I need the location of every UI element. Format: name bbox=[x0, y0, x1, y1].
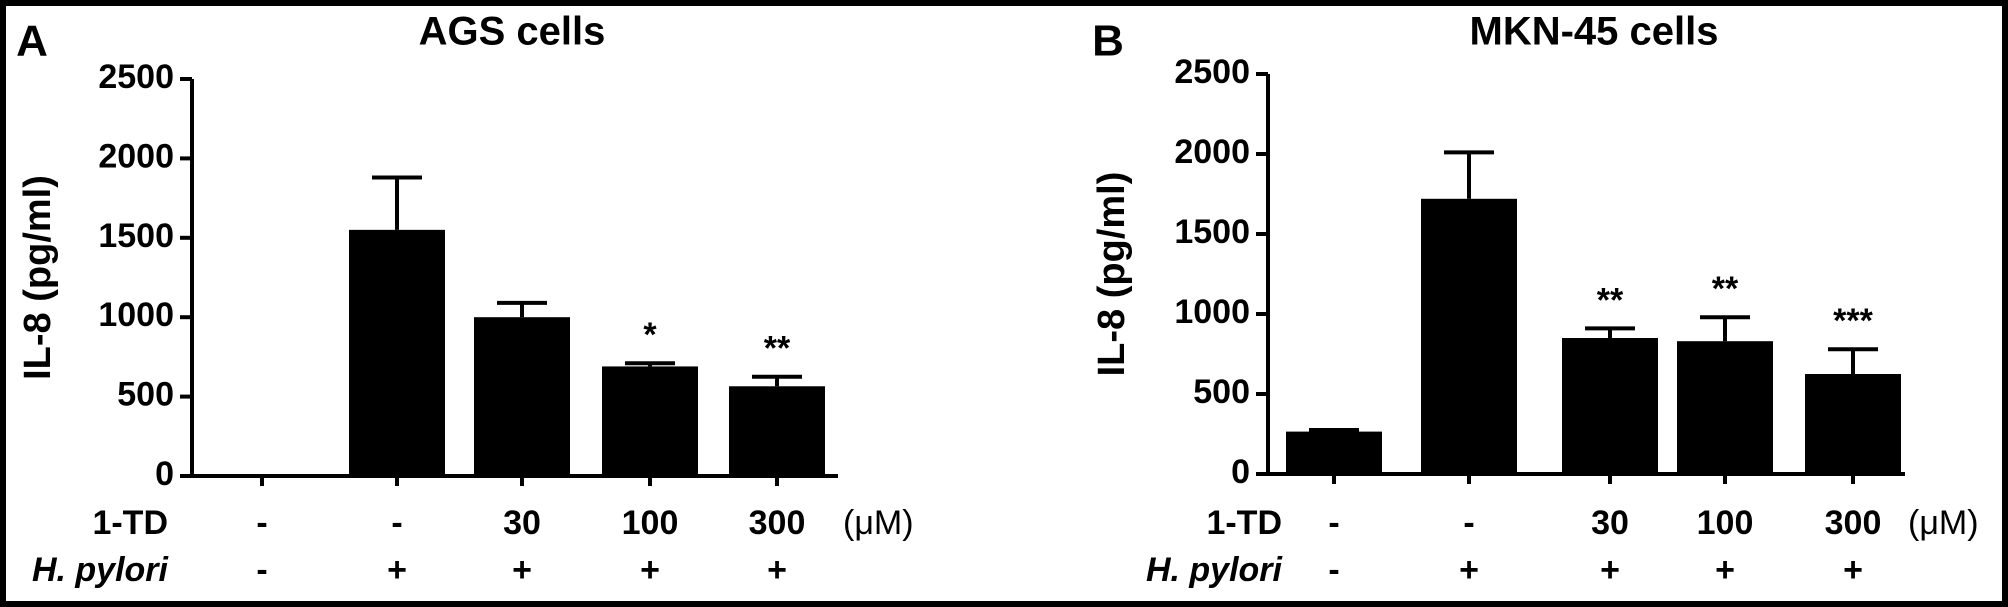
y-tick-label: 2500 bbox=[98, 58, 174, 96]
condition-value: + bbox=[387, 551, 407, 589]
chart-title: MKN-45 cells bbox=[1470, 10, 1719, 54]
condition-label: 1-TD bbox=[92, 504, 168, 542]
condition-value: + bbox=[1600, 551, 1620, 589]
condition-label: 1-TD bbox=[1206, 504, 1282, 542]
y-tick-label: 2000 bbox=[1174, 133, 1250, 171]
condition-value: 30 bbox=[503, 504, 541, 542]
bar bbox=[1677, 341, 1773, 474]
condition-unit: (μM) bbox=[843, 504, 914, 542]
y-tick-label: 1000 bbox=[98, 296, 174, 334]
condition-value: + bbox=[640, 551, 660, 589]
condition-value: + bbox=[1715, 551, 1735, 589]
y-tick-label: 500 bbox=[1193, 373, 1250, 411]
bar bbox=[474, 317, 570, 476]
significance-label: ** bbox=[1712, 270, 1739, 308]
panel-letter: B bbox=[1092, 17, 1124, 66]
condition-value: - bbox=[1328, 504, 1339, 542]
condition-label: H. pylori bbox=[32, 551, 170, 589]
condition-label: H. pylori bbox=[1146, 551, 1284, 589]
y-tick-label: 2500 bbox=[1174, 53, 1250, 91]
bar bbox=[1286, 431, 1382, 474]
bar bbox=[349, 229, 445, 476]
condition-value: - bbox=[256, 551, 267, 589]
condition-value: - bbox=[1463, 504, 1474, 542]
y-tick-label: 1500 bbox=[1174, 213, 1250, 251]
condition-value: 100 bbox=[1697, 504, 1754, 542]
bar bbox=[1421, 198, 1517, 475]
condition-value: + bbox=[1459, 551, 1479, 589]
condition-value: 100 bbox=[622, 504, 679, 542]
condition-value: - bbox=[256, 504, 267, 542]
bar bbox=[729, 386, 825, 476]
condition-value: + bbox=[767, 551, 787, 589]
bar bbox=[602, 366, 698, 476]
condition-value: 30 bbox=[1591, 504, 1629, 542]
y-tick-label: 1500 bbox=[98, 217, 174, 255]
condition-value: - bbox=[1328, 551, 1339, 589]
significance-label: ** bbox=[764, 330, 791, 368]
panel-letter: A bbox=[16, 17, 48, 66]
y-axis-label: IL-8 (pg/ml) bbox=[1091, 172, 1133, 377]
significance-label: * bbox=[643, 316, 657, 354]
condition-value: 300 bbox=[749, 504, 806, 542]
bar bbox=[1805, 374, 1901, 474]
significance-label: ** bbox=[1597, 281, 1624, 319]
condition-unit: (μM) bbox=[1908, 504, 1979, 542]
y-tick-label: 0 bbox=[155, 455, 174, 493]
condition-value: - bbox=[391, 504, 402, 542]
significance-label: *** bbox=[1833, 302, 1873, 340]
y-tick-label: 2000 bbox=[98, 137, 174, 175]
condition-value: + bbox=[512, 551, 532, 589]
condition-value: 300 bbox=[1825, 504, 1882, 542]
bar bbox=[1562, 338, 1658, 474]
chart-title: AGS cells bbox=[419, 10, 606, 54]
y-tick-label: 500 bbox=[117, 376, 174, 414]
y-tick-label: 1000 bbox=[1174, 293, 1250, 331]
y-tick-label: 0 bbox=[1231, 453, 1250, 491]
y-axis-label: IL-8 (pg/ml) bbox=[17, 175, 59, 380]
condition-value: + bbox=[1843, 551, 1863, 589]
